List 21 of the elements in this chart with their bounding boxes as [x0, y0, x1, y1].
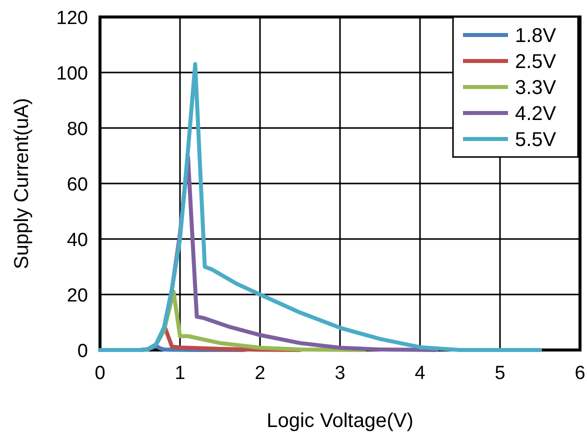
x-tick-label: 2: [254, 363, 266, 384]
legend-label: 5.5V: [515, 129, 557, 151]
x-tick-label: 0: [94, 363, 106, 384]
legend-label: 4.2V: [515, 103, 557, 125]
y-tick-label: 20: [66, 286, 88, 306]
x-tick-label: 6: [574, 363, 586, 384]
legend-label: 1.8V: [515, 25, 557, 47]
y-axis-title: Supply Current(uA): [11, 98, 33, 270]
y-tick-label: 60: [66, 174, 88, 196]
y-tick-label: 0: [77, 341, 88, 362]
x-tick-label: 1: [174, 363, 186, 384]
x-axis-title: Logic Voltage(V): [266, 410, 414, 432]
y-tick-label: 40: [66, 230, 88, 251]
x-tick-label: 4: [414, 363, 426, 384]
y-tick-label: 80: [66, 119, 88, 140]
y-tick-label: 100: [56, 64, 88, 84]
x-tick-label: 5: [494, 363, 506, 384]
x-tick-label: 3: [334, 363, 346, 384]
legend-label: 2.5V: [515, 51, 557, 73]
legend-label: 3.3V: [515, 77, 557, 99]
y-tick-label: 120: [56, 8, 88, 29]
